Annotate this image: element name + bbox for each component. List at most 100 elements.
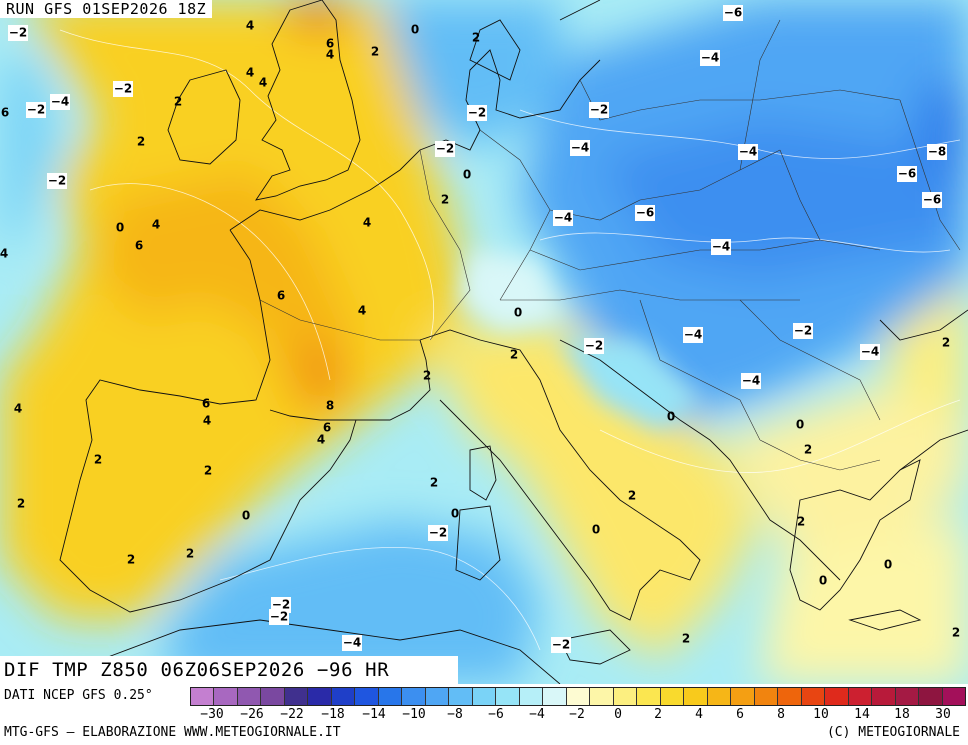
svg-text:2: 2 (94, 453, 102, 467)
isotherm-lines (59, 29, 961, 651)
legend-swatch (402, 688, 426, 705)
svg-text:4: 4 (152, 218, 160, 232)
map-value-label: 0 (242, 509, 250, 523)
map-value-label: −4 (741, 373, 761, 389)
svg-text:−2: −2 (794, 324, 812, 338)
legend-swatch (472, 688, 497, 705)
legend-swatch (496, 688, 520, 705)
cool-anomaly-mediterranean (160, 520, 540, 684)
svg-text:2: 2 (127, 553, 135, 567)
svg-text:4: 4 (0, 247, 8, 261)
cold-anomaly-peak (920, 80, 968, 190)
map-value-label: 6 (135, 239, 143, 253)
svg-text:−4: −4 (571, 141, 589, 155)
svg-text:4: 4 (246, 66, 254, 80)
map-value-label: −6 (635, 205, 655, 221)
map-value-label: 2 (952, 626, 960, 640)
map-value-label: 2 (94, 453, 102, 467)
svg-text:6: 6 (135, 239, 143, 253)
map-value-label: 4 (363, 216, 371, 230)
svg-text:0: 0 (796, 418, 804, 432)
run-label: RUN GFS 01SEP2026 18Z (0, 0, 213, 18)
legend-tick-label: −30 (200, 707, 224, 722)
svg-text:4: 4 (203, 414, 211, 428)
legend-swatch (425, 688, 450, 705)
legend-tick-label: −14 (362, 707, 386, 722)
map-value-label: 0 (592, 523, 600, 537)
map-value-label: 4 (317, 433, 325, 447)
svg-text:−6: −6 (636, 206, 654, 220)
legend-swatch (308, 688, 332, 705)
map-value-label: 0 (411, 23, 419, 37)
svg-text:0: 0 (451, 507, 459, 521)
map-value-label: −4 (50, 94, 70, 110)
svg-text:2: 2 (804, 443, 812, 457)
map-value-label: 0 (451, 507, 459, 521)
map-value-label: 2 (804, 443, 812, 457)
legend-tick-label: −4 (529, 707, 545, 722)
legend-tick-label: 8 (777, 707, 785, 722)
svg-text:2: 2 (682, 632, 690, 646)
legend-swatch (378, 688, 403, 705)
map-value-label: −2 (435, 141, 455, 157)
svg-text:−4: −4 (343, 636, 361, 650)
svg-text:−4: −4 (739, 145, 757, 159)
map-value-label: −4 (342, 635, 362, 651)
copyright: (C) METEOGIORNALE (826, 725, 960, 740)
map-value-label: 4 (358, 304, 366, 318)
legend-swatch (942, 688, 965, 705)
legend-swatch (191, 688, 215, 705)
svg-text:−4: −4 (51, 95, 69, 109)
map-value-label: −4 (860, 344, 880, 360)
svg-text:−4: −4 (684, 328, 702, 342)
svg-text:6: 6 (277, 289, 285, 303)
svg-text:0: 0 (463, 168, 471, 182)
map-value-label: −2 (467, 105, 487, 121)
svg-text:2: 2 (430, 476, 438, 490)
svg-text:0: 0 (592, 523, 600, 537)
svg-text:6: 6 (202, 397, 210, 411)
legend-swatch (543, 688, 567, 705)
map-value-label: 4 (203, 414, 211, 428)
map-value-label: −4 (711, 239, 731, 255)
map-value-label: −4 (570, 140, 590, 156)
legend-swatch (895, 688, 920, 705)
legend-tick-label: 14 (854, 707, 870, 722)
svg-text:0: 0 (884, 558, 892, 572)
map-value-label: 4 (259, 76, 267, 90)
map-value-label: 2 (942, 336, 950, 350)
map-value-label: 2 (17, 497, 25, 511)
legend-tick-label: −2 (569, 707, 585, 722)
map-value-label: 4 (14, 402, 22, 416)
map-value-label: 2 (628, 489, 636, 503)
color-legend-ticks: −30 −26 −22 −18 −14 −10 −8 −6 −4 −2 0 2 4 6 8 10 14 18 30 (0, 707, 968, 723)
map-value-label: 0 (116, 221, 124, 235)
legend-swatch (637, 688, 661, 705)
svg-text:−2: −2 (429, 526, 447, 540)
legend-swatch (660, 688, 685, 705)
map-value-label: 4 (326, 48, 334, 62)
svg-text:4: 4 (14, 402, 22, 416)
map-value-label: 6 (1, 106, 9, 120)
neutral-anomaly-alps (460, 250, 560, 330)
coastlines (59, 0, 968, 684)
svg-text:4: 4 (358, 304, 366, 318)
map-value-label: 6 (326, 37, 334, 51)
svg-text:4: 4 (326, 48, 334, 62)
map-value-label: 6 (277, 289, 285, 303)
color-legend-bar (190, 687, 966, 706)
map-value-label: 2 (186, 547, 194, 561)
map-value-label: 2 (430, 476, 438, 490)
map-value-label: −6 (723, 5, 743, 21)
svg-text:2: 2 (137, 135, 145, 149)
svg-text:−2: −2 (552, 638, 570, 652)
map-value-label: 0 (514, 306, 522, 320)
map-value-label: −2 (47, 173, 67, 189)
legend-tick-label: 4 (695, 707, 703, 722)
map-value-labels: −2 464 202−644−2−4−226−4−2 −22 −4 −4−2 −8−2 0 −6… (0, 5, 960, 653)
legend-tick-label: −18 (321, 707, 345, 722)
svg-text:−2: −2 (272, 598, 290, 612)
legend-swatch (519, 688, 544, 705)
svg-text:2: 2 (628, 489, 636, 503)
map-value-label: −2 (113, 81, 133, 97)
